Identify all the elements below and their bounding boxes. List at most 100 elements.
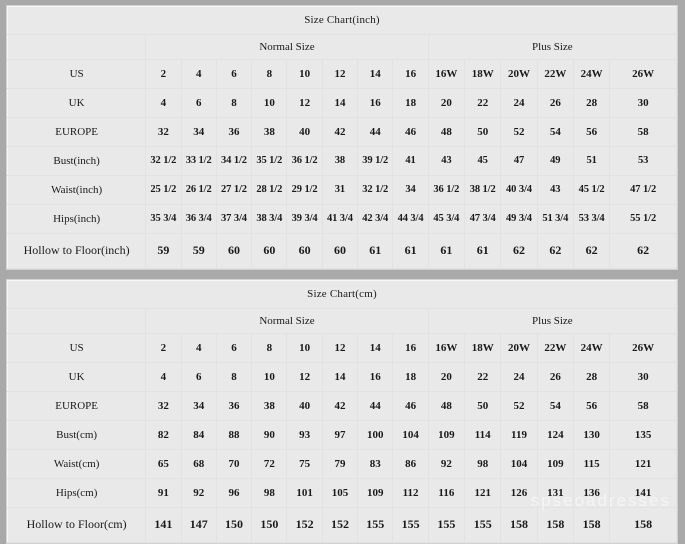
cell: 100 [357,420,394,450]
cell: 53 [609,146,677,176]
cell: 54 [536,391,574,421]
cell: 12 [286,362,323,392]
table-row: Waist(inch) 25 1/2 26 1/2 27 1/2 28 1/2 … [6,175,677,205]
cell: 46 [392,391,429,421]
cell: 14 [321,362,359,392]
cell: 28 [572,88,611,118]
table-row: Bust(inch) 32 1/2 33 1/2 34 1/2 35 1/2 3… [6,146,677,176]
table-row: Hollow to Floor(cm) 141 147 150 150 152 … [6,507,677,543]
cell: 45 1/2 [572,175,611,205]
cell: 55 1/2 [609,204,677,234]
cell: 41 3/4 [321,204,359,234]
cell: 152 [286,507,323,543]
cell: 115 [572,449,611,479]
table-row: US 2 4 6 8 10 12 14 16 16W 18W 20W 22W 2… [6,333,677,363]
cell: 105 [321,478,359,508]
cell: 47 1/2 [609,175,677,205]
cell: 16 [392,333,429,363]
cell: 60 [251,233,288,269]
cell: 60 [321,233,359,269]
cell: 75 [286,449,323,479]
cell: 124 [536,420,574,450]
cell: 119 [500,420,538,450]
row-label-waist: Waist(cm) [6,449,147,479]
row-label-hips: Hips(inch) [6,204,147,234]
cell: 4 [145,88,182,118]
cell: 10 [286,59,323,89]
table-row: Bust(cm) 82 84 88 90 93 97 100 104 109 1… [6,420,677,450]
cell: 62 [572,233,611,269]
cell: 16 [357,88,394,118]
cell: 22 [464,362,502,392]
cell: 98 [251,478,288,508]
row-label-bust: Bust(cm) [6,420,147,450]
row-label-hollow-to-floor: Hollow to Floor(inch) [6,233,147,269]
cell: 39 1/2 [357,146,394,176]
cell: 126 [500,478,538,508]
cell: 12 [321,333,359,363]
cell: 46 [392,117,429,147]
cell: 2 [145,59,182,89]
cell: 22W [536,333,574,363]
cell: 35 3/4 [145,204,182,234]
cell: 42 [321,391,359,421]
cell: 86 [392,449,429,479]
cell: 48 [427,391,466,421]
cell: 36 3/4 [180,204,217,234]
cell: 38 3/4 [251,204,288,234]
group-header-normal-size: Normal Size [145,308,429,334]
cell: 155 [427,507,466,543]
cell: 47 3/4 [464,204,502,234]
cell: 60 [286,233,323,269]
cell: 18 [392,362,429,392]
cell: 70 [215,449,253,479]
cell: 51 3/4 [536,204,574,234]
cell: 26 1/2 [180,175,217,205]
cell: 104 [500,449,538,479]
cell: 25 1/2 [145,175,182,205]
table-group-header-row: Normal Size Plus Size [6,34,678,60]
cell: 18 [392,88,429,118]
cell: 8 [251,333,288,363]
cell: 101 [286,478,323,508]
cell: 26W [609,333,677,363]
row-label-bust: Bust(inch) [6,146,147,176]
cell: 53 3/4 [572,204,611,234]
table-row: Waist(cm) 65 68 70 72 75 79 83 86 92 98 … [6,449,677,479]
group-header-blank [6,34,147,60]
cell: 96 [215,478,253,508]
cell: 14 [321,88,359,118]
cell: 121 [464,478,502,508]
cell: 18W [464,333,502,363]
cell: 72 [251,449,288,479]
cell: 28 1/2 [251,175,288,205]
cell: 41 [392,146,429,176]
cell: 61 [357,233,394,269]
cell: 16W [427,59,466,89]
cell: 97 [321,420,359,450]
cell: 10 [251,88,288,118]
cell: 61 [392,233,429,269]
cell: 20W [500,333,538,363]
cell: 14 [357,59,394,89]
cell: 155 [357,507,394,543]
table-row: Hips(cm) 91 92 96 98 101 105 109 112 116… [6,478,677,508]
cell: 36 [215,117,253,147]
cell: 32 1/2 [357,175,394,205]
cell: 79 [321,449,359,479]
cell: 93 [286,420,323,450]
row-label-waist: Waist(inch) [6,175,147,205]
cell: 48 [427,117,466,147]
cell: 49 [536,146,574,176]
cell: 141 [145,507,182,543]
cell: 6 [215,59,253,89]
cell: 39 3/4 [286,204,323,234]
size-chart-cm-block: Size Chart(cm) Normal Size Plus Size US … [6,279,678,544]
cell: 62 [609,233,677,269]
table-row: UK 4 6 8 10 12 14 16 18 20 22 24 26 28 3… [6,362,677,392]
row-label-hips: Hips(cm) [6,478,147,508]
cell: 54 [536,117,574,147]
cell: 36 1/2 [286,146,323,176]
cell: 30 [609,362,677,392]
cell: 8 [251,59,288,89]
